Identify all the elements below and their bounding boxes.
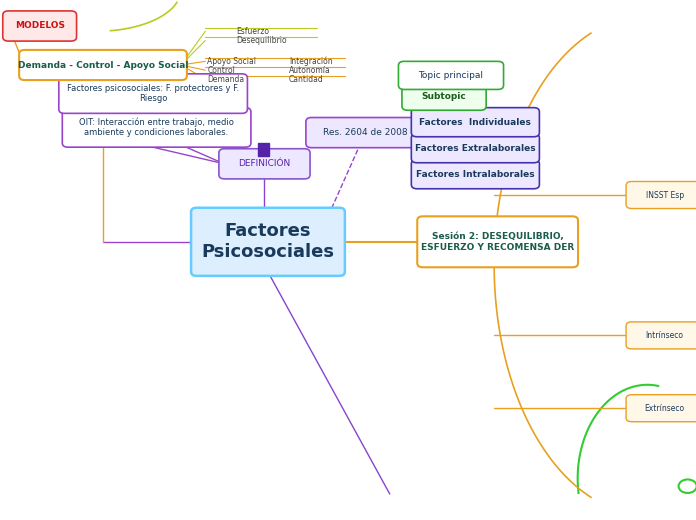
Text: Cantidad: Cantidad bbox=[289, 74, 324, 84]
Text: Intrínseco: Intrínseco bbox=[646, 331, 683, 340]
Text: MODELOS: MODELOS bbox=[15, 21, 65, 31]
Text: Factores Extralaborales: Factores Extralaborales bbox=[415, 144, 536, 153]
Text: OIT: Interacción entre trabajo, medio
ambiente y condiciones laborales.: OIT: Interacción entre trabajo, medio am… bbox=[79, 118, 234, 137]
Text: Demanda - Control - Apoyo Social: Demanda - Control - Apoyo Social bbox=[18, 60, 188, 70]
Text: Factores  Individuales: Factores Individuales bbox=[420, 118, 531, 127]
Text: Topic principal: Topic principal bbox=[418, 71, 484, 80]
Text: Control: Control bbox=[207, 66, 235, 75]
Text: Apoyo Social: Apoyo Social bbox=[207, 57, 256, 66]
Text: INSST Esp: INSST Esp bbox=[646, 190, 683, 200]
FancyBboxPatch shape bbox=[191, 207, 345, 276]
Text: Esfuerzo: Esfuerzo bbox=[237, 27, 269, 36]
FancyBboxPatch shape bbox=[398, 61, 504, 89]
Text: Factores psicosociales: F. protectores y F.
Riesgo: Factores psicosociales: F. protectores y… bbox=[67, 84, 239, 103]
FancyBboxPatch shape bbox=[63, 108, 251, 147]
FancyBboxPatch shape bbox=[258, 143, 269, 156]
FancyBboxPatch shape bbox=[411, 134, 539, 163]
FancyBboxPatch shape bbox=[417, 216, 578, 267]
FancyBboxPatch shape bbox=[306, 118, 425, 148]
Text: Factores
Psicosociales: Factores Psicosociales bbox=[201, 223, 335, 261]
Text: Subtopic: Subtopic bbox=[422, 92, 466, 101]
Text: Factores Intralaborales: Factores Intralaborales bbox=[416, 170, 535, 179]
FancyBboxPatch shape bbox=[626, 395, 696, 422]
Text: Integración: Integración bbox=[289, 57, 333, 66]
Text: DEFINICIÓN: DEFINICIÓN bbox=[238, 159, 291, 168]
FancyBboxPatch shape bbox=[58, 74, 248, 113]
FancyBboxPatch shape bbox=[626, 322, 696, 349]
Text: Autonomía: Autonomía bbox=[289, 66, 331, 75]
Text: Extrínseco: Extrínseco bbox=[644, 404, 685, 413]
Text: Desequilibrio: Desequilibrio bbox=[237, 36, 287, 45]
Text: Demanda: Demanda bbox=[207, 74, 244, 84]
FancyBboxPatch shape bbox=[219, 149, 310, 179]
FancyBboxPatch shape bbox=[19, 50, 187, 80]
FancyBboxPatch shape bbox=[402, 82, 486, 110]
Text: Res. 2604 de 2008: Res. 2604 de 2008 bbox=[323, 128, 408, 137]
FancyBboxPatch shape bbox=[3, 11, 77, 41]
FancyBboxPatch shape bbox=[626, 181, 696, 209]
FancyBboxPatch shape bbox=[411, 108, 539, 137]
Text: Sesión 2: DESEQUILIBRIO,
ESFUERZO Y RECOMENSA DER: Sesión 2: DESEQUILIBRIO, ESFUERZO Y RECO… bbox=[421, 232, 574, 252]
FancyBboxPatch shape bbox=[411, 160, 539, 189]
